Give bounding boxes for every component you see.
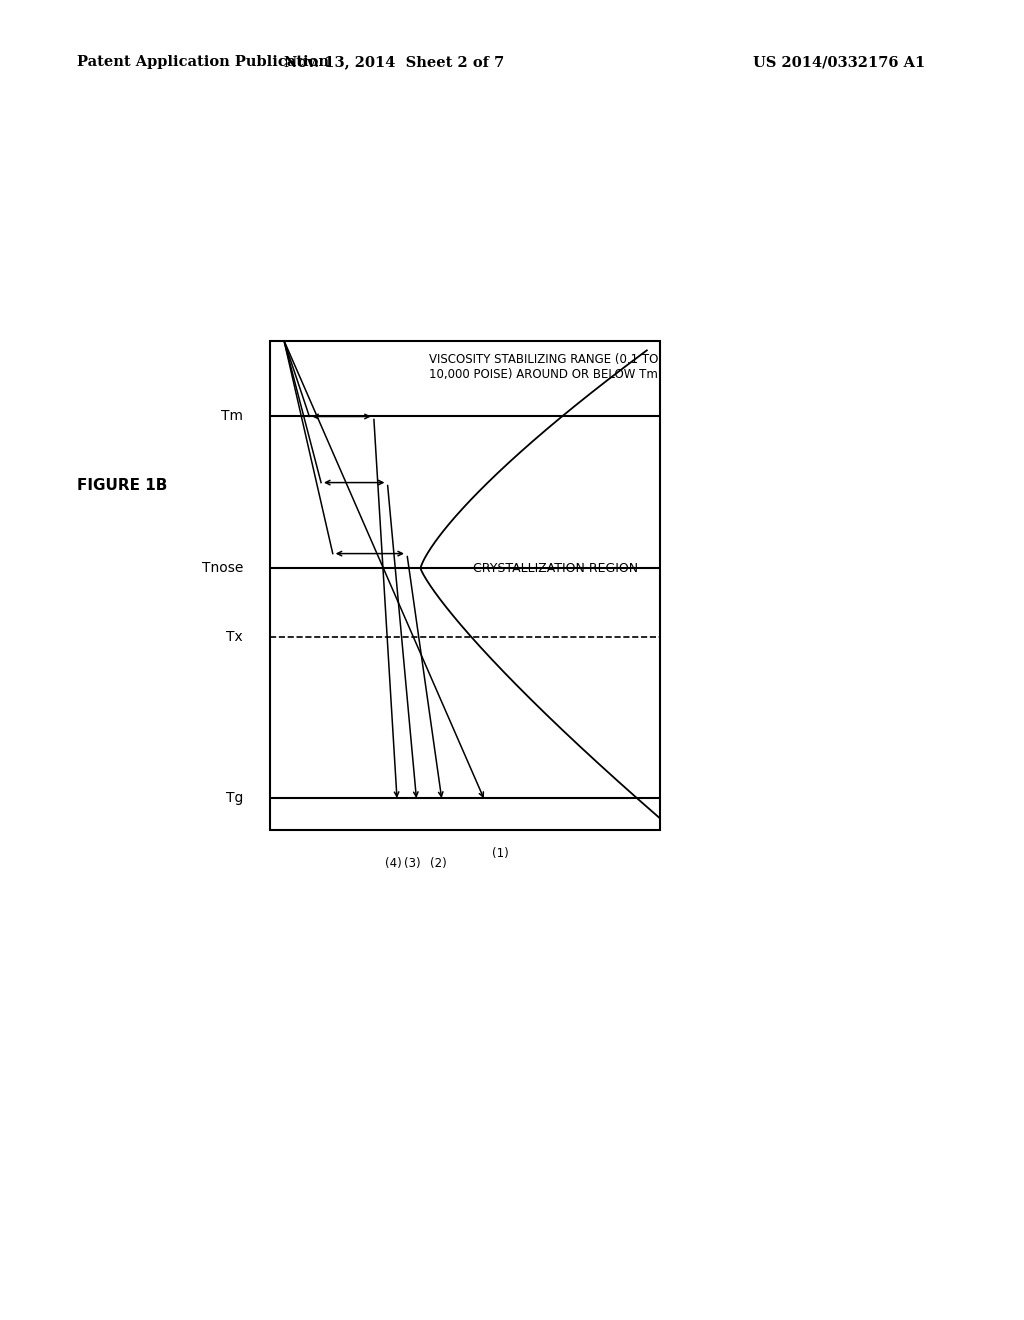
Text: VISCOSITY STABILIZING RANGE (0.1 TO
10,000 POISE) AROUND OR BELOW Tm: VISCOSITY STABILIZING RANGE (0.1 TO 10,0… xyxy=(429,352,658,380)
Text: Tg: Tg xyxy=(225,792,243,805)
Text: Tm: Tm xyxy=(221,409,243,424)
Text: (1): (1) xyxy=(493,847,509,861)
Text: (3): (3) xyxy=(404,857,421,870)
Text: Nov. 13, 2014  Sheet 2 of 7: Nov. 13, 2014 Sheet 2 of 7 xyxy=(284,55,505,70)
Text: (2): (2) xyxy=(430,857,446,870)
Text: Patent Application Publication: Patent Application Publication xyxy=(77,55,329,70)
Text: Tx: Tx xyxy=(226,630,243,644)
Text: US 2014/0332176 A1: US 2014/0332176 A1 xyxy=(753,55,925,70)
Text: CRYSTALLIZATION REGION: CRYSTALLIZATION REGION xyxy=(473,562,638,574)
Text: FIGURE 1B: FIGURE 1B xyxy=(77,478,167,492)
Text: (4): (4) xyxy=(385,857,401,870)
Text: Tnose: Tnose xyxy=(202,561,243,576)
